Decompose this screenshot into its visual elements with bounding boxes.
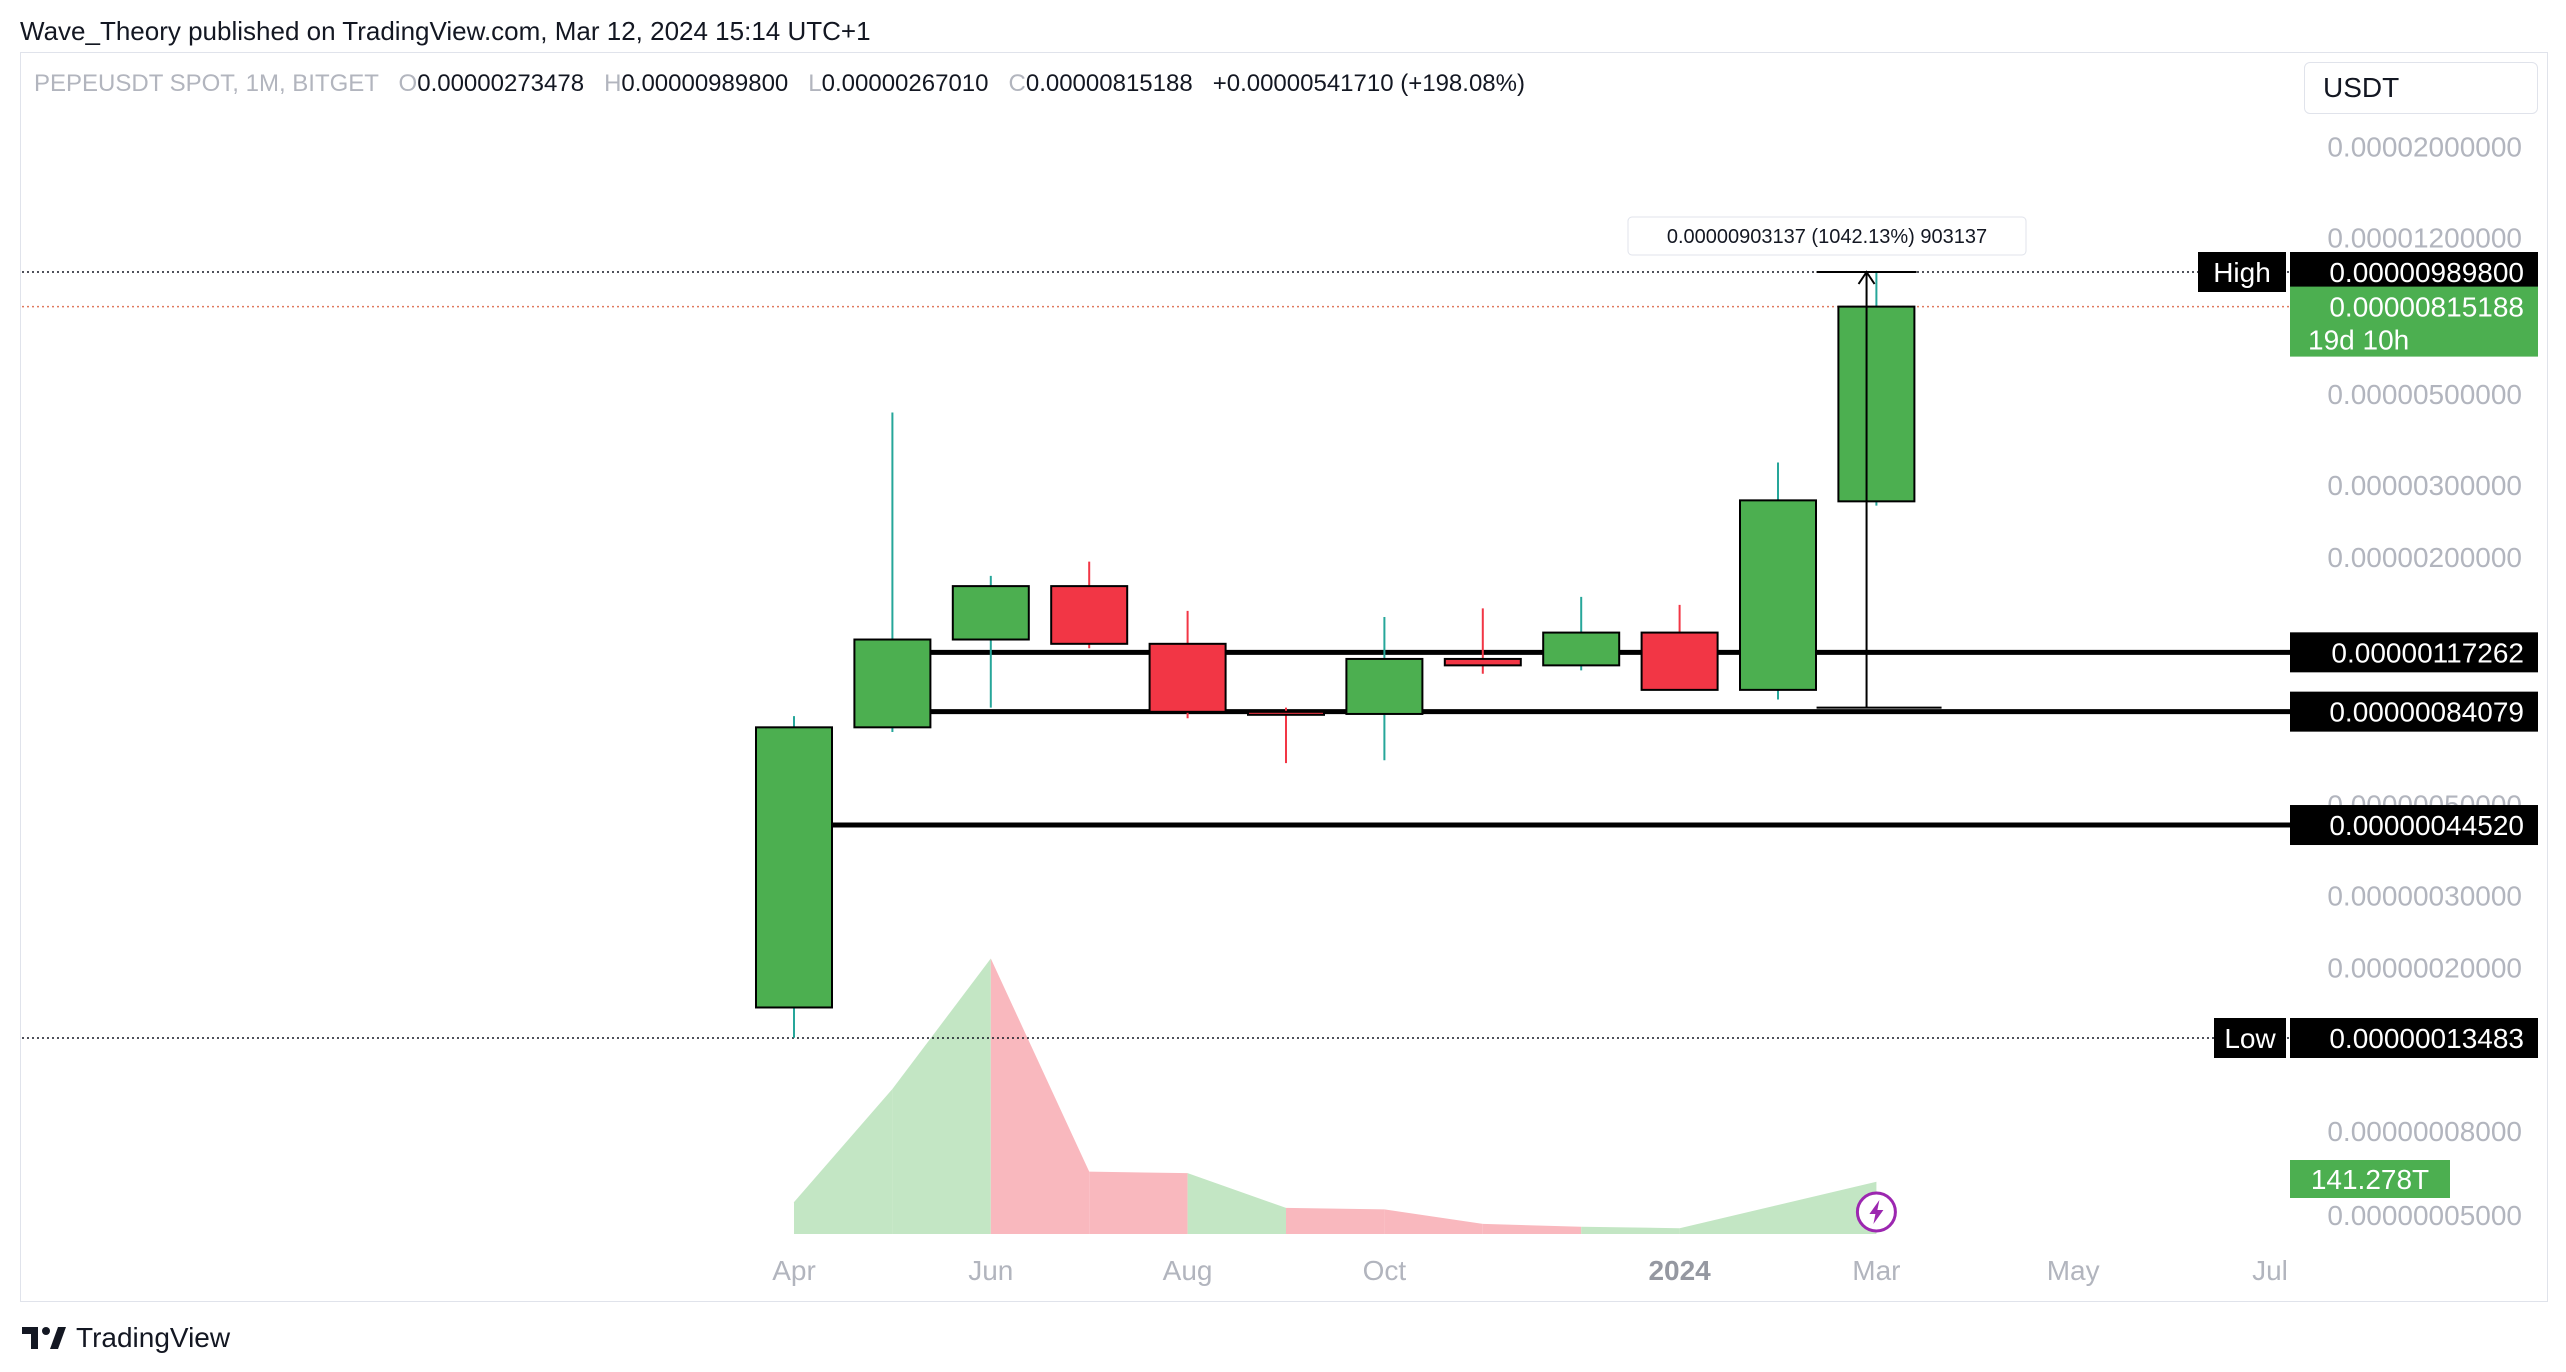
low-marker-label-box [2214,1018,2286,1058]
last-price-box [2290,286,2538,357]
volume-area-segment [1384,1209,1483,1234]
high-marker-label: High [2213,257,2271,288]
symbol-label[interactable]: PEPEUSDT SPOT, 1M, BITGET [34,70,379,97]
close-value: 0.00000815188 [1025,70,1193,97]
open-label: O [398,70,418,97]
level-price-text: 0.00000117262 [2331,637,2524,668]
y-tick-label: 0.00001200000 [2327,223,2522,254]
y-tick-label: 0.00000300000 [2327,470,2522,501]
high-marker-label-box [2198,252,2286,292]
y-tick-label: 0.00000200000 [2327,542,2522,573]
publication-header: Wave_Theory published on TradingView.com… [20,16,871,46]
volume-area-segment [1286,1207,1385,1234]
y-tick-label: 0.00000005000 [2327,1200,2522,1231]
ohlc-legend: PEPEUSDT SPOT, 1M, BITGET O0.00000273478… [34,68,1525,100]
change-value: +0.00000541710 (+198.08%) [1212,70,1525,97]
high-marker-price-box [2290,252,2538,292]
x-tick-label: Aug [1163,1255,1213,1286]
measure-label-box [1627,216,2027,256]
tradingview-logo-icon [22,1327,66,1349]
x-tick-label: Oct [1363,1255,1407,1286]
y-tick-label: 0.00000500000 [2327,379,2522,410]
y-tick-label: 0.00000020000 [2327,953,2522,984]
volume-value-text: 141.278T [2311,1164,2429,1195]
high-marker-price: 0.00000989800 [2329,257,2524,288]
level-price-text: 0.00000084079 [2329,697,2524,728]
candle-body[interactable] [1247,710,1325,716]
volume-area-segment [1187,1173,1286,1234]
volume-area-segment [892,958,991,1234]
lightning-bolt-shape [1869,1200,1884,1224]
level-price-tag [2290,691,2538,732]
volume-area-segment [1089,1171,1188,1234]
low-value: 0.00000267010 [821,70,989,97]
candle-body[interactable] [1050,585,1129,645]
close-label: C [1008,70,1026,97]
x-tick-label: 2024 [1648,1255,1711,1286]
tradingview-footer[interactable]: TradingView [22,1318,230,1358]
low-marker-price: 0.00000013483 [2329,1023,2524,1054]
volume-area-segment [794,1089,893,1234]
candle-body[interactable] [1443,657,1522,667]
countdown-text: 19d 10h [2308,325,2409,356]
candle-body[interactable] [1739,499,1817,691]
y-tick-label: 0.00000030000 [2327,880,2522,911]
volume-area-segment [1679,1205,1778,1234]
low-label: L [808,70,822,97]
high-label: H [604,70,622,97]
candle-body[interactable] [951,585,1030,641]
x-tick-label: May [2047,1255,2100,1286]
y-tick-label: 0.00000008000 [2327,1116,2522,1147]
candle-body[interactable] [853,638,932,729]
candle-body[interactable] [1542,631,1621,667]
x-tick-label: Jun [968,1255,1013,1286]
volume-area-segment [990,958,1090,1234]
candle-body[interactable] [1837,305,1916,503]
level-price-tag [2290,632,2538,673]
candle-body[interactable] [1148,642,1227,713]
y-tick-label: 0.00002000000 [2327,132,2522,163]
x-tick-label: Apr [772,1255,816,1286]
candle-body[interactable] [1640,631,1719,691]
candle-body[interactable] [755,726,833,1009]
volume-value-box [2290,1160,2450,1198]
measure-arrow-head [1857,270,1876,285]
volume-area-segment [1778,1181,1877,1234]
volume-area-segment [1482,1223,1582,1234]
open-value: 0.00000273478 [417,70,585,97]
footer-brand: TradingView [76,1322,231,1353]
x-tick-label: Jul [2252,1255,2288,1286]
measure-label: 0.00000903137 (1042.13%) 903137 [1667,226,1987,248]
level-price-text: 0.00000044520 [2329,810,2524,841]
chart-frame [20,52,2548,1302]
candle-body[interactable] [1345,657,1424,715]
x-tick-label: Mar [1852,1255,1900,1286]
level-price-tag [2290,805,2538,846]
low-marker-price-box [2290,1018,2538,1058]
low-marker-label: Low [2224,1023,2276,1054]
high-value: 0.00000989800 [621,70,789,97]
volume-area-segment [1581,1226,1680,1234]
last-price-text: 0.00000815188 [2329,292,2524,323]
currency-button[interactable]: USDT [2304,62,2538,114]
